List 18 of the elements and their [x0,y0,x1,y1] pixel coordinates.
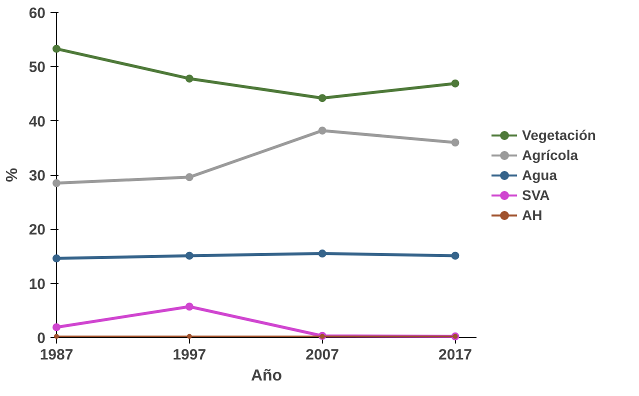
x-tick-label: 1997 [172,346,206,364]
legend-label: Vegetación [522,126,596,142]
y-tick-label: 0 [37,330,46,347]
y-tick-label: 40 [28,113,46,130]
y-axis-title: % [4,168,21,182]
legend-label: Agua [522,166,557,182]
legend-label: SVA [522,186,550,202]
y-tick-label: 30 [28,168,46,184]
y-tick-label: 10 [28,276,46,293]
y-tick-label: 20 [28,222,46,239]
y-tick-label: 60 [28,5,46,22]
x-tick-label: 1987 [40,346,74,364]
x-axis-title: Año [250,368,282,384]
x-tick-label: 2007 [306,346,340,364]
legend-label: AH [522,206,542,222]
legend-label: Agrícola [522,146,578,162]
x-tick-label: 2017 [438,346,472,364]
y-tick-label: 50 [28,59,46,76]
